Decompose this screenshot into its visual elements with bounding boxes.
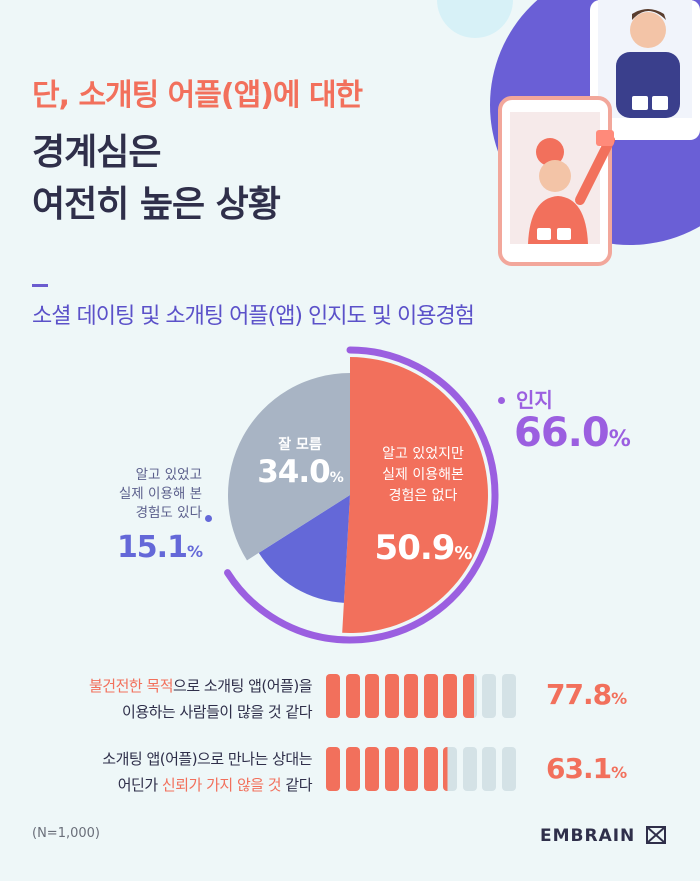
man-head <box>630 12 666 48</box>
pie-slice-unknown <box>227 373 350 561</box>
bar2-value: 63.1 <box>546 752 612 785</box>
used-label: 알고 있었고 실제 이용해 본 경험도 있다 <box>78 466 202 523</box>
bar1-segment <box>462 674 477 718</box>
bar1-label-line1: 불건전한 목적으로 소개팅 앱(어플)을 <box>30 673 313 699</box>
used-pct: % <box>186 542 203 561</box>
brand-logo-text: EMBRAIN <box>540 826 636 846</box>
dating-app-illustration <box>420 0 700 280</box>
woman-hair-bun <box>536 138 564 166</box>
used-dot <box>205 515 212 522</box>
awareness-pie-chart <box>224 346 499 644</box>
man-hair <box>632 9 666 20</box>
used-label-line3: 경험도 있다 <box>135 505 202 521</box>
decor-circle <box>437 0 513 38</box>
section-subtitle: 소셜 데이팅 및 소개팅 어플(앱) 인지도 및 이용경험 <box>32 304 475 329</box>
bar2-segment <box>384 747 399 791</box>
unknown-value: 34.0 <box>257 454 330 490</box>
like-button-2 <box>537 228 551 240</box>
woman-head <box>539 160 571 192</box>
bar2-line2-pre: 어딘가 <box>117 776 162 794</box>
unknown-pct: % <box>329 470 344 486</box>
bar1-value-group: 77.8% <box>546 678 627 711</box>
dislike-button-2 <box>557 228 571 240</box>
no-use-value: 50.9 <box>374 528 456 568</box>
decor-mask <box>420 258 700 280</box>
bar1-segment <box>501 674 516 718</box>
no-use-pct: % <box>454 543 472 564</box>
aware-dot <box>498 397 505 404</box>
unknown-value-group: 34.0% <box>245 454 355 490</box>
bar2-line2-post: 같다 <box>281 776 312 794</box>
bar2-segment <box>423 747 438 791</box>
man-shirt <box>616 52 680 118</box>
used-label-line2: 실제 이용해 본 <box>118 486 202 502</box>
bar1-segment <box>404 674 418 718</box>
bar1-line1-rest: 으로 소개팅 앱(어플)을 <box>173 677 312 695</box>
bar2-segment <box>365 747 379 791</box>
section-dash <box>32 284 48 287</box>
bar1-segment <box>482 674 496 718</box>
bar2-segment <box>404 747 418 791</box>
pie-slice-no-use <box>342 357 488 633</box>
bar2-label-line1: 소개팅 앱(어플)으로 만나는 상대는 <box>102 750 312 768</box>
bar2-segment <box>326 747 340 791</box>
heart-note <box>596 130 614 146</box>
bar1-segment <box>384 674 399 718</box>
bar1-segment <box>423 674 438 718</box>
aware-value-group: 66.0% <box>514 410 631 456</box>
bar2-segment <box>443 747 457 791</box>
bar2-label-line2: 어딘가 신뢰가 가지 않을 것 같다 <box>30 772 313 798</box>
brand-logo: EMBRAIN <box>540 826 667 846</box>
aware-pct: % <box>608 427 631 452</box>
brand-logo-icon <box>646 826 667 844</box>
bar2-highlight: 신뢰가 가지 않을 것 <box>161 776 282 794</box>
bar1-highlight: 불건전한 목적 <box>88 677 174 695</box>
headline-line2: 경계심은 <box>32 132 161 173</box>
bar2-segment <box>501 747 516 791</box>
aware-label: 인지 <box>516 388 553 412</box>
used-value-group: 15.1% <box>90 530 203 565</box>
sample-note: (N=1,000) <box>32 826 100 841</box>
bar2-label: 소개팅 앱(어플)으로 만나는 상대는 어딘가 신뢰가 가지 않을 것 같다 <box>30 746 312 798</box>
bar2-segments <box>326 747 536 791</box>
bar1-value: 77.8 <box>546 678 612 711</box>
headline-line3: 여전히 높은 상황 <box>32 184 281 225</box>
like-button <box>632 96 648 110</box>
bar1-label-line2: 이용하는 사람들이 많을 것 같다 <box>122 703 312 721</box>
aware-value: 66.0 <box>514 410 610 456</box>
unknown-label: 잘 모름 <box>278 437 322 453</box>
dislike-button <box>652 96 668 110</box>
bar1-segment <box>443 674 457 718</box>
woman-arm <box>575 135 615 205</box>
bar2-segment <box>482 747 496 791</box>
bar2-segment <box>462 747 477 791</box>
pie-slice-used <box>258 495 350 603</box>
used-label-line1: 알고 있었고 <box>135 467 202 483</box>
no-use-label: 알고 있었지만 실제 이용해본 경험은 없다 <box>358 444 488 507</box>
bar2-value-group: 63.1% <box>546 752 627 785</box>
bar2-segment <box>345 747 360 791</box>
bar1-segment <box>345 674 360 718</box>
bar2-pct: % <box>611 763 627 782</box>
no-use-label-line2: 실제 이용해본 <box>382 467 464 483</box>
bar1-segment <box>365 674 379 718</box>
no-use-value-group: 50.9% <box>358 528 488 568</box>
bar1-segments <box>326 674 536 718</box>
no-use-label-line1: 알고 있었지만 <box>382 446 464 462</box>
headline-line1: 단, 소개팅 어플(앱)에 대한 <box>32 78 363 113</box>
bar1-pct: % <box>611 689 627 708</box>
bar1-segment <box>326 674 340 718</box>
no-use-label-line3: 경험은 없다 <box>388 488 458 504</box>
aware-arc <box>224 346 499 644</box>
bar1-label: 불건전한 목적으로 소개팅 앱(어플)을 이용하는 사람들이 많을 것 같다 <box>30 673 313 725</box>
used-value: 15.1 <box>116 530 188 565</box>
